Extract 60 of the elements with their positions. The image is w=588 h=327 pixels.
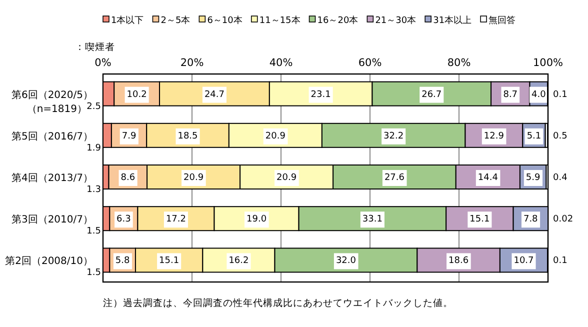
data-label: 20.9 (276, 173, 297, 183)
data-label: 0.5 (553, 131, 568, 142)
x-tick-label: 80% (447, 57, 471, 69)
data-label: 1.5 (86, 268, 101, 278)
data-label: 0.02 (553, 214, 574, 225)
chart-subtitle: ：喫煙者 (75, 41, 115, 53)
data-label: 18.6 (448, 256, 469, 266)
x-tick-label: 0% (94, 57, 112, 69)
data-label: 18.5 (178, 131, 198, 142)
data-label: 7.8 (523, 214, 538, 225)
data-label: 10.7 (514, 256, 534, 266)
y-tick-label: 第2回（2008/10） (5, 255, 93, 268)
data-label: 5.9 (526, 173, 541, 183)
y-tick-label: 第3回（2010/7） (11, 214, 93, 226)
data-label: 20.9 (265, 131, 286, 142)
data-label: 12.9 (484, 131, 504, 142)
y-tick-label: 第4回（2013/7） (11, 172, 93, 184)
data-label: 1.3 (86, 185, 101, 195)
data-label: 0.1 (553, 256, 568, 266)
legend-label: 2～5本 (160, 15, 190, 26)
y-tick-label: 第5回（2016/7） (11, 130, 93, 142)
data-label: 8.7 (503, 90, 518, 100)
data-label: 23.1 (310, 90, 331, 100)
x-tick-label: 40% (269, 57, 293, 69)
data-label: 20.9 (184, 173, 204, 183)
legend-label: 21～30本 (375, 15, 416, 26)
data-label: 0.1 (553, 90, 568, 100)
data-label: 17.2 (166, 214, 186, 225)
data-label: 0.4 (553, 173, 568, 183)
data-label: 1.9 (86, 143, 102, 154)
data-label: 7.9 (122, 131, 136, 142)
data-label: 19.0 (246, 214, 267, 225)
x-tick-label: 20% (180, 57, 204, 69)
data-label: 26.7 (422, 90, 442, 100)
legend-label: 31本以上 (433, 15, 472, 26)
data-label: 27.6 (384, 173, 405, 183)
data-label: 1.5 (86, 226, 101, 237)
data-label: 24.7 (204, 90, 224, 100)
x-tick-label: 100% (532, 57, 564, 69)
data-label: 8.6 (120, 173, 136, 183)
legend-label: 16～20本 (317, 15, 358, 26)
data-label: 15.1 (159, 256, 180, 266)
data-label: 5.8 (115, 256, 130, 266)
data-label: 5.1 (526, 131, 542, 142)
data-label: 2.5 (86, 102, 101, 112)
data-label: 16.2 (228, 256, 249, 266)
text: 注）過去調査は、今回調査の性年代構成比にあわせてウエイトバックした値。 (103, 297, 453, 309)
legend-label: 無回答 (488, 15, 516, 26)
data-label: 4.0 (531, 90, 546, 100)
data-label: 6.3 (116, 214, 131, 225)
data-label: 15.1 (470, 214, 490, 225)
data-label: 32.2 (384, 131, 404, 142)
data-label: 10.2 (126, 90, 147, 100)
data-label: 14.4 (478, 173, 498, 183)
legend-label: 6～10本 (207, 15, 242, 26)
legend-label: 11～15本 (259, 15, 300, 26)
legend-label: 1本以下 (111, 15, 144, 26)
data-label: 33.1 (362, 214, 382, 225)
x-tick-label: 60% (358, 57, 382, 69)
data-label: 32.0 (336, 256, 356, 266)
